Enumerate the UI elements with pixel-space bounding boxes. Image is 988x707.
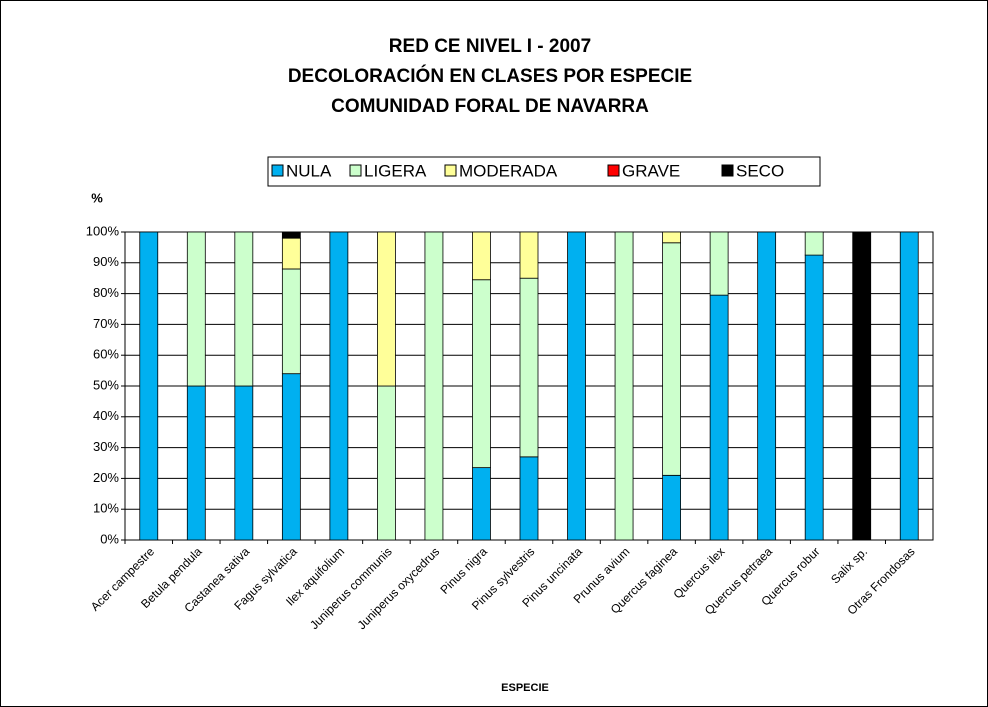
bar-segment [281,268,301,375]
legend-swatch [607,164,620,177]
y-axis-label: % [91,190,103,205]
bar-segment [186,231,206,387]
legend-label: SECO [736,161,784,180]
x-axis-label: ESPECIE [501,682,549,694]
y-tick-label: 80% [93,285,119,300]
bar-segment [329,231,349,541]
bar-segment [804,231,824,256]
chart-title: COMUNIDAD FORAL DE NAVARRA [331,96,649,117]
legend-swatch [349,164,362,177]
y-tick-label: 100% [86,223,120,238]
bar-segment [519,456,539,541]
bar-segment [519,277,539,458]
bar-segment [186,385,206,541]
bar-segment [377,385,396,541]
bar-segment [424,231,444,541]
legend-swatch [271,164,284,177]
bar-segment [472,279,491,469]
legend-swatch [721,164,734,177]
bar-segment [662,242,681,476]
y-tick-label: 70% [93,316,119,331]
bar-segment [519,231,539,279]
bar-segment [281,231,301,239]
bar-segment [804,254,824,541]
legend-label: LIGERA [364,161,427,180]
y-tick-label: 60% [93,347,119,362]
bar-segment [281,373,301,541]
bar-segment [472,231,491,281]
y-tick-label: 90% [93,254,119,269]
y-tick-label: 30% [93,439,119,454]
bar-segment [472,467,491,541]
bar-segment [757,231,777,541]
y-tick-label: 0% [100,531,119,546]
bar-segment [709,231,729,296]
legend-swatch [444,164,457,177]
bar-segment [709,294,729,541]
y-tick-label: 10% [93,501,119,516]
bar-segment [281,237,301,270]
bar-segment [614,231,634,541]
legend-label: GRAVE [622,161,680,180]
legend-label: MODERADA [459,161,558,180]
chart-title: DECOLORACIÓN EN CLASES POR ESPECIE [288,65,692,87]
bar-segment [234,231,254,387]
bar-segment [139,231,159,541]
bar-segment [377,231,396,387]
bar-segment [899,231,919,541]
bar-segment [662,474,681,541]
bar-segment [234,385,254,541]
bar-segment [662,231,681,244]
y-tick-label: 40% [93,408,119,423]
y-tick-label: 50% [93,377,119,392]
chart-title: RED CE NIVEL I - 2007 [389,36,591,57]
y-tick-label: 20% [93,470,119,485]
bar-segment [567,231,586,541]
bar-segment [852,231,872,541]
legend-label: NULA [286,161,332,180]
